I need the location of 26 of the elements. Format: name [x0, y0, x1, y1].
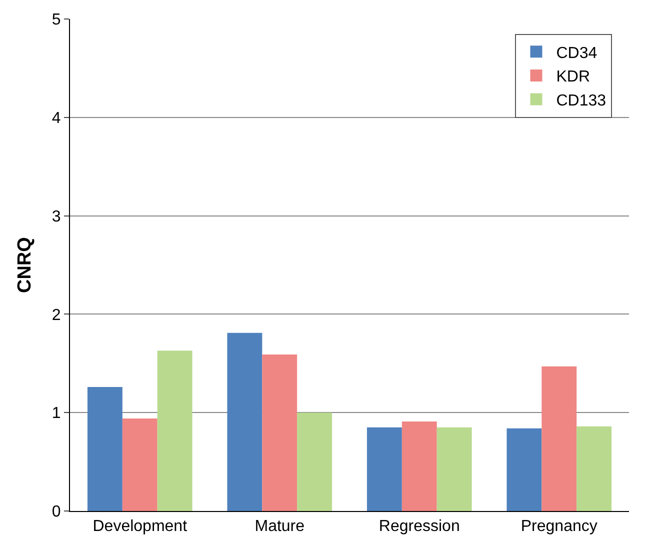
- y-tick-label: 5: [52, 12, 61, 29]
- y-tick-label: 0: [52, 504, 61, 521]
- bar: [227, 332, 262, 511]
- y-tick-label: 4: [52, 110, 61, 127]
- bar: [297, 412, 332, 511]
- bar: [506, 428, 542, 511]
- x-tick-label: Mature: [254, 518, 305, 536]
- bar: [402, 421, 437, 511]
- bar: [576, 426, 612, 511]
- y-tick-label: 2: [52, 306, 61, 324]
- legend-label: CD34: [556, 44, 598, 62]
- bar: [542, 366, 577, 511]
- x-tick-label: Regression: [378, 518, 460, 536]
- legend-label: KDR: [556, 68, 590, 86]
- bar: [122, 418, 158, 511]
- bar: [436, 427, 472, 511]
- x-tick-label: Development: [92, 518, 188, 536]
- bar: [366, 427, 402, 511]
- legend-label: CD133: [556, 92, 606, 110]
- y-tick-label: 3: [52, 208, 61, 226]
- bar: [262, 354, 298, 511]
- bar: [157, 350, 192, 511]
- bar: [87, 387, 122, 511]
- y-tick-label: 1: [52, 405, 61, 422]
- x-tick-label: Pregnancy: [520, 518, 598, 536]
- y-axis-title: CNRQ: [14, 237, 36, 293]
